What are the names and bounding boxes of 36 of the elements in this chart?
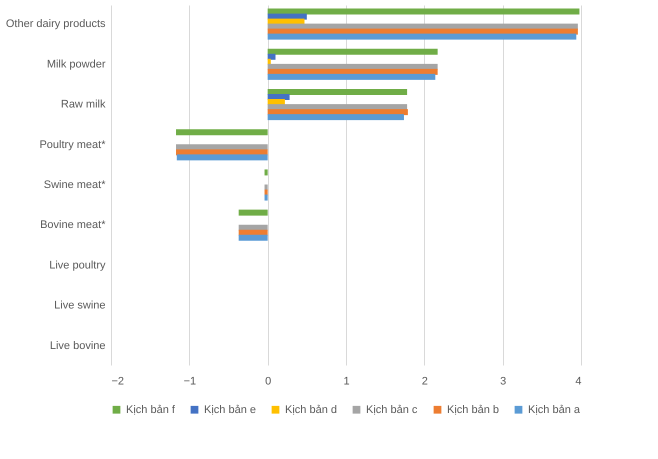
legend-label: Kịch bản b xyxy=(447,404,499,416)
bar xyxy=(268,34,576,40)
bar xyxy=(176,154,268,160)
bar xyxy=(268,48,438,55)
y-tick-label: Live bovine xyxy=(50,340,106,352)
y-tick-label: Bovine meat* xyxy=(40,219,106,232)
y-tick-label: Poultry meat* xyxy=(39,138,106,151)
bar xyxy=(268,54,276,60)
x-tick-label: 3 xyxy=(500,376,506,388)
bar xyxy=(238,210,268,216)
y-tick-label: Raw milk xyxy=(60,98,106,111)
bar xyxy=(176,129,268,136)
bar xyxy=(238,234,268,241)
bar xyxy=(268,88,408,95)
y-tick-label: Milk powder xyxy=(46,58,106,70)
legend-label: Kịch bản f xyxy=(126,404,176,416)
legend-label: Kịch bản e xyxy=(204,404,256,416)
y-tick-label: Live swine xyxy=(54,300,106,312)
bar xyxy=(268,74,436,80)
y-tick-label: Live poultry xyxy=(49,259,106,272)
legend-label: Kịch bản c xyxy=(366,404,418,416)
y-tick-label: Other dairy products xyxy=(6,18,106,30)
bar xyxy=(264,194,268,201)
x-tick-label: −2 xyxy=(112,376,124,388)
legend-label: Kịch bản d xyxy=(285,404,337,416)
bar xyxy=(268,8,580,15)
bar xyxy=(238,224,268,231)
x-tick-label: 0 xyxy=(265,376,272,388)
x-tick-label: 1 xyxy=(343,376,350,388)
legend-label: Kịch bản a xyxy=(528,404,581,416)
bar xyxy=(264,169,268,176)
x-tick-label: 2 xyxy=(422,376,428,388)
y-tick-label: Swine meat* xyxy=(44,179,106,191)
bar xyxy=(268,114,404,120)
x-tick-label: 4 xyxy=(575,376,582,388)
x-tick-label: −1 xyxy=(184,376,196,388)
